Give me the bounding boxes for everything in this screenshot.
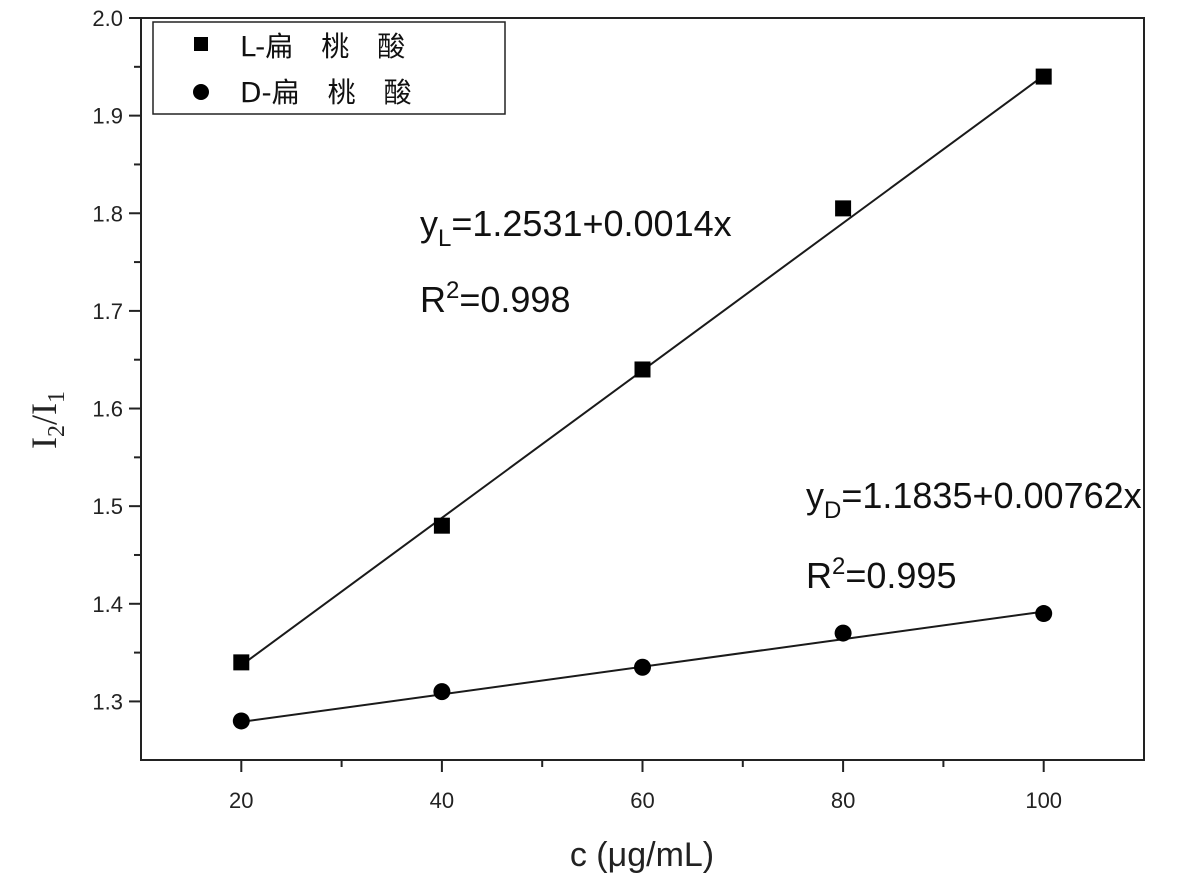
data-point-square xyxy=(835,200,852,217)
annotation-r2-l: R2=0.998 xyxy=(420,277,570,320)
x-tick-label: 40 xyxy=(430,788,454,813)
data-point-square xyxy=(233,654,250,671)
annotation-r2-d: R2=0.995 xyxy=(806,553,956,596)
x-tick-label: 20 xyxy=(229,788,253,813)
plot-frame xyxy=(140,17,1145,761)
y-tick-label: 1.9 xyxy=(92,104,123,129)
data-point-square xyxy=(634,361,651,378)
annotation-equation-l: yL=1.2531+0.0014x xyxy=(420,203,732,252)
x-tick-label: 60 xyxy=(630,788,654,813)
annotation-equation-d: yD=1.1835+0.00762x xyxy=(806,475,1142,524)
y-tick-label: 1.7 xyxy=(92,299,123,324)
y-tick-label: 1.4 xyxy=(92,592,123,617)
y-tick-label: 1.6 xyxy=(92,397,123,422)
y-tick-label: 1.5 xyxy=(92,494,123,519)
data-point-circle xyxy=(634,658,651,676)
x-tick-label: 100 xyxy=(1025,788,1062,813)
legend-marker-circle xyxy=(193,84,209,100)
x-tick-label: 80 xyxy=(831,788,855,813)
legend-box xyxy=(152,21,506,115)
fit-lines xyxy=(240,74,1045,723)
legend: L-扁 桃 酸 D-扁 桃 酸 xyxy=(152,21,506,115)
legend-label-l: L-扁 桃 酸 xyxy=(240,30,405,63)
x-axis-title: c (μg/mL) xyxy=(570,836,714,874)
y-axis-title: I2/I1 xyxy=(24,391,70,449)
data-point-square xyxy=(1035,68,1052,85)
legend-label-d: D-扁 桃 酸 xyxy=(240,76,412,109)
y-tick-label: 2.0 xyxy=(92,6,123,31)
y-tick-label: 1.3 xyxy=(92,689,123,714)
legend-marker-square xyxy=(194,37,208,51)
data-point-circle xyxy=(834,624,852,642)
data-markers xyxy=(232,68,1053,730)
data-point-circle xyxy=(433,683,451,701)
data-point-square xyxy=(433,517,450,534)
y-tick-label: 1.8 xyxy=(92,201,123,226)
data-point-circle xyxy=(232,712,250,730)
axis-ticks: 20 40 60 80 100 1.3 1.4 1.5 1.6 1.7 1.8 1.9 2.0 xyxy=(92,6,1062,813)
data-point-circle xyxy=(1035,605,1053,623)
